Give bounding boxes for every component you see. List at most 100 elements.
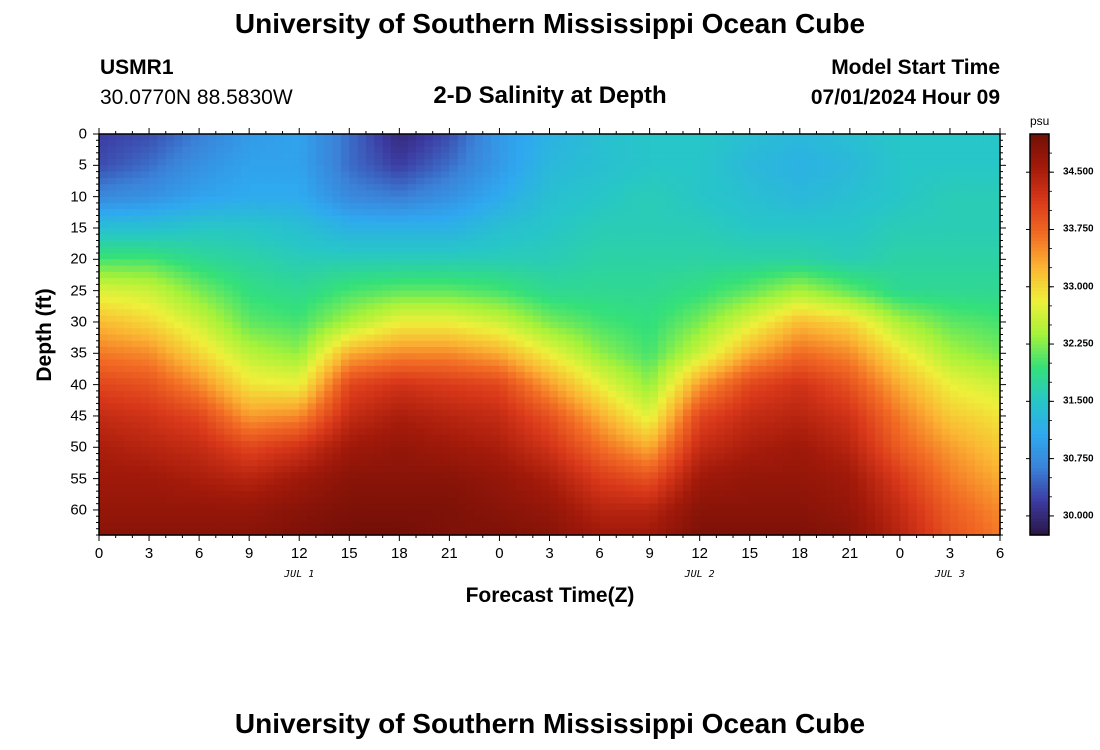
heatmap-cell [441,202,450,210]
heatmap-cell [616,159,626,166]
heatmap-cell [691,334,701,342]
heatmap-cell [182,177,192,185]
heatmap-cell [766,246,776,254]
heatmap-cell [557,246,567,254]
heatmap-cell [474,309,484,317]
heatmap-cell [733,253,742,260]
heatmap-cell [941,209,951,217]
heatmap-cell [924,240,934,248]
heatmap-cell [174,347,184,354]
heatmap-cell [883,359,893,367]
heatmap-cell [174,253,184,260]
heatmap-cell [249,246,259,254]
heatmap-cell [833,309,843,317]
heatmap-cell [165,409,175,417]
heatmap-cell [541,259,551,267]
heatmap-cell [382,347,392,354]
heatmap-cell [532,190,542,198]
heatmap-cell [924,415,934,423]
heatmap-cell [941,365,951,373]
heatmap-cell [824,384,834,392]
heatmap-cell [866,202,876,210]
heatmap-cell [390,271,400,279]
heatmap-cell [983,284,993,292]
heatmap-cell [365,397,375,405]
heatmap-cell [699,353,709,361]
heatmap-cell [808,397,818,405]
heatmap-cell [149,365,158,373]
heatmap-cell [566,409,576,417]
heatmap-cell [324,265,334,273]
heatmap-cell [274,190,284,198]
heatmap-cell [591,309,601,317]
heatmap-cell [457,140,467,148]
heatmap-cell [357,134,367,141]
heatmap-cell [140,134,150,141]
heatmap-cell [591,303,601,311]
heatmap-cell [666,340,676,348]
heatmap-cell [958,303,968,311]
heatmap-cell [365,165,375,173]
heatmap-cell [949,209,959,217]
heatmap-cell [607,184,617,191]
heatmap-cell [924,409,934,417]
heatmap-cell [265,152,275,160]
heatmap-cell [966,159,976,166]
heatmap-cell [365,202,375,210]
heatmap-cell [858,152,868,160]
heatmap-cell [657,253,667,260]
heatmap-cell [616,347,626,354]
heatmap-cell [808,184,818,191]
heatmap-cell [883,334,893,342]
heatmap-cell [557,196,567,204]
heatmap-cell [424,415,434,423]
heatmap-cell [274,278,284,285]
heatmap-cell [416,271,425,279]
heatmap-cell [390,347,400,354]
heatmap-cell [399,196,409,204]
heatmap-cell [582,265,592,273]
heatmap-cell [382,134,392,141]
heatmap-cell [908,209,918,217]
heatmap-cell [566,309,576,317]
heatmap-cell [699,159,709,166]
heatmap-cell [466,340,476,348]
heatmap-cell [215,246,225,254]
heatmap-cell [816,215,826,223]
heatmap-cell [891,372,901,379]
heatmap-cell [682,209,692,217]
heatmap-cell [374,240,384,248]
heatmap-cell [632,403,642,411]
heatmap-cell [674,159,684,166]
heatmap-cell [632,328,642,336]
heatmap-cell [441,152,450,160]
heatmap-cell [824,309,834,317]
heatmap-cell [708,378,717,386]
heatmap-cell [624,353,634,361]
heatmap-cell [132,353,142,361]
heatmap-cell [974,309,984,317]
heatmap-cell [699,152,709,160]
heatmap-cell [224,246,234,254]
heatmap-cell [891,303,901,311]
heatmap-cell [557,315,567,323]
heatmap-cell [841,315,851,323]
heatmap-cell [99,240,108,248]
heatmap-cell [591,159,601,166]
heatmap-cell [474,303,484,311]
heatmap-cell [307,227,317,235]
heatmap-cell [883,171,893,179]
heatmap-cell [566,177,576,185]
heatmap-cell [441,146,450,154]
heatmap-cell [983,321,993,329]
heatmap-cell [174,234,184,242]
heatmap-cell [908,240,918,248]
heatmap-cell [883,303,893,311]
heatmap-cell [432,409,442,417]
heatmap-cell [507,159,517,166]
heatmap-cell [824,259,834,267]
heatmap-cell [741,246,751,254]
heatmap-cell [365,234,375,242]
heatmap-cell [249,372,259,379]
heatmap-cell [474,403,484,411]
